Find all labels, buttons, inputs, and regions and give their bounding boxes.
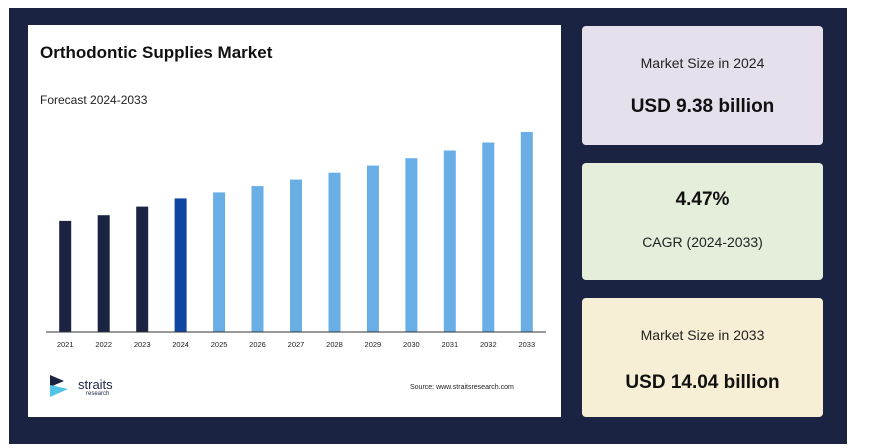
bar-2023: [136, 206, 149, 332]
x-tick-label-2030: 2030: [403, 340, 420, 349]
straits-logo-icon: [50, 375, 68, 397]
bar-chart: 2021 2022 2023 2024 2025 2026 2027 2028 2029 2030…: [46, 132, 546, 349]
x-tick-label-2027: 2027: [288, 340, 305, 349]
bar-2030: [405, 158, 418, 332]
market-size-2024-value: USD 9.38 billion: [630, 96, 775, 117]
x-tick-label-2028: 2028: [326, 340, 343, 349]
chart-title: Orthodontic Supplies Market: [40, 43, 273, 62]
x-tick-label-2032: 2032: [480, 340, 497, 349]
bar-2022: [97, 215, 110, 332]
market-size-2033-value: USD 14.04 billion: [625, 372, 780, 393]
cagr-label: CAGR (2024-2033): [642, 234, 763, 250]
chart-subtitle: Forecast 2024-2033: [40, 93, 148, 107]
bar-2026: [251, 186, 264, 332]
x-tick-label-2025: 2025: [211, 340, 228, 349]
bar-2031: [443, 150, 456, 332]
logo-subtext: research: [86, 391, 110, 397]
x-tick-label-2023: 2023: [134, 340, 151, 349]
logo-name: straits: [78, 377, 113, 392]
x-tick-label-2022: 2022: [95, 340, 112, 349]
bar-2024: [174, 198, 187, 332]
cagr-value: 4.47%: [675, 189, 730, 210]
x-tick-label-2031: 2031: [441, 340, 458, 349]
bar-2021: [59, 220, 72, 332]
bar-2027: [290, 179, 302, 332]
bar-2025: [213, 192, 226, 332]
x-tick-label-2021: 2021: [57, 340, 74, 349]
market-size-2024-label: Market Size in 2024: [640, 55, 765, 71]
market-size-2033-card: Market Size in 2033 USD 14.04 billion: [582, 298, 823, 417]
bar-2033: [520, 132, 533, 332]
x-tick-label-2029: 2029: [365, 340, 382, 349]
x-tick-label-2024: 2024: [172, 340, 189, 349]
bar-2032: [482, 142, 495, 332]
x-tick-label-2026: 2026: [249, 340, 266, 349]
bar-2028: [328, 172, 341, 332]
cagr-card: 4.47% CAGR (2024-2033): [582, 163, 823, 280]
chart-panel: Orthodontic Supplies Market Forecast 202…: [28, 25, 561, 417]
bar-2029: [366, 165, 379, 332]
x-tick-label-2033: 2033: [518, 340, 535, 349]
market-size-2033-label: Market Size in 2033: [640, 327, 765, 343]
market-size-2024-card: Market Size in 2024 USD 9.38 billion: [582, 26, 823, 145]
source-note: Source: www.straitsresearch.com: [410, 384, 514, 391]
